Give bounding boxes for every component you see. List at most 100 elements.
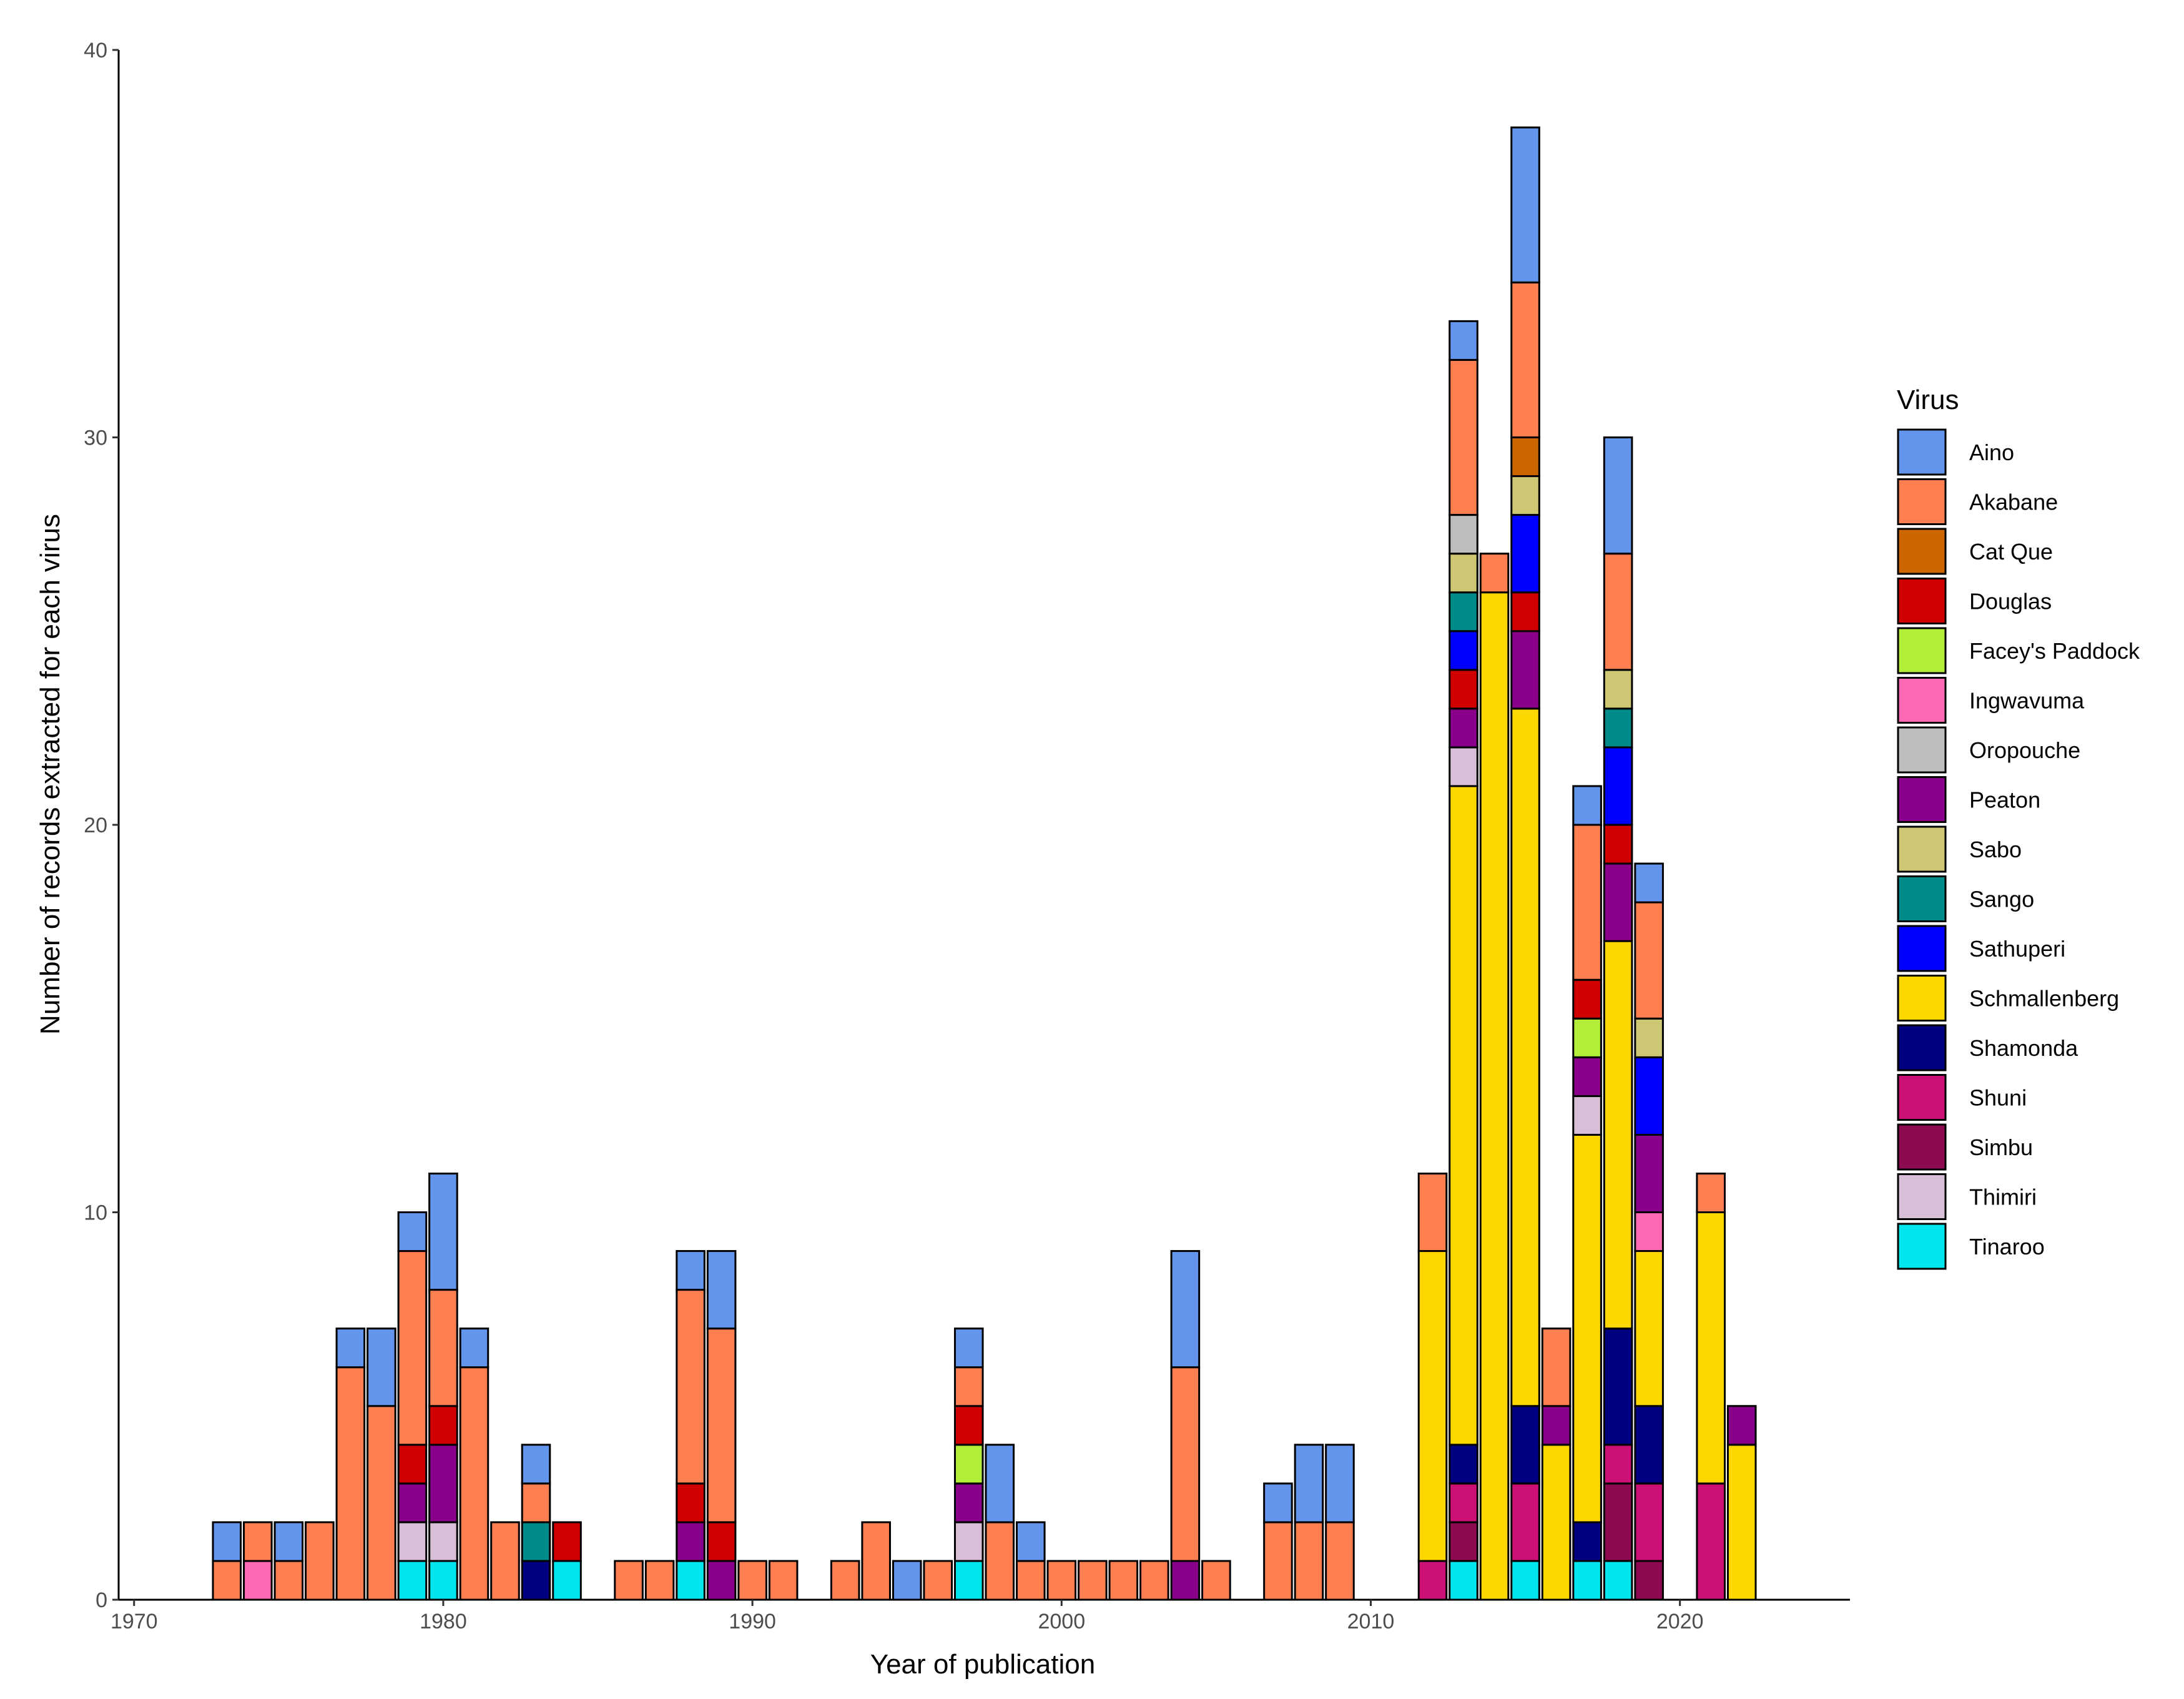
y-tick-label: 30 bbox=[84, 426, 107, 450]
bar-segment-2001-akabane bbox=[1078, 1560, 1108, 1601]
bar-segment-2013-thimiri bbox=[1449, 746, 1478, 787]
legend-swatch-aino bbox=[1897, 428, 1947, 476]
legend-label-oropouche: Oropouche bbox=[1969, 737, 2080, 763]
legend-label-ingwavuma: Ingwavuma bbox=[1969, 688, 2085, 714]
legend-swatch-shamonda bbox=[1897, 1024, 1947, 1071]
bar-segment-1998-akabane bbox=[985, 1521, 1015, 1601]
x-tick-label: 1990 bbox=[729, 1610, 776, 1633]
bar-segment-2015-peaton bbox=[1510, 630, 1540, 710]
bar-segment-1975-akabane bbox=[273, 1560, 304, 1601]
bar-segment-2013-akabane bbox=[1449, 358, 1478, 516]
bar-segment-2013-sabo bbox=[1449, 553, 1478, 594]
y-tick-label: 10 bbox=[84, 1201, 107, 1225]
bar-segment-1978-aino bbox=[366, 1327, 396, 1407]
bar-segment-2012-schmallenberg bbox=[1417, 1250, 1448, 1562]
bar-segment-1988-tinaroo bbox=[676, 1560, 706, 1601]
y-axis-title: Number of records extracted for each vir… bbox=[35, 514, 66, 1035]
legend-swatch-sabo bbox=[1897, 825, 1947, 873]
legend-label-thimiri: Thimiri bbox=[1969, 1184, 2037, 1210]
bar-segment-2013-douglas bbox=[1449, 669, 1478, 710]
bar-segment-2014-akabane bbox=[1479, 553, 1510, 594]
bar-segment-2017-shamonda bbox=[1572, 1521, 1602, 1562]
bar-segment-2019-shuni bbox=[1634, 1482, 1664, 1562]
bar-segment-2017-schmallenberg bbox=[1572, 1133, 1602, 1524]
legend-label-shuni: Shuni bbox=[1969, 1085, 2027, 1111]
bar-segment-2009-akabane bbox=[1325, 1521, 1355, 1601]
bar-segment-2017-thimiri bbox=[1572, 1095, 1602, 1136]
bar-segment-1979-akabane bbox=[397, 1250, 428, 1446]
legend-swatch-ingwavuma bbox=[1897, 677, 1947, 724]
legend-swatch-schmallenberg bbox=[1897, 975, 1947, 1022]
legend-label-akabane: Akabane bbox=[1969, 490, 2058, 515]
bar-segment-2018-simbu bbox=[1603, 1482, 1633, 1562]
bar-segment-2013-tinaroo bbox=[1449, 1560, 1478, 1601]
x-tick-label: 2010 bbox=[1347, 1610, 1395, 1633]
bar-segment-2021-akabane bbox=[1696, 1172, 1726, 1213]
bar-segment-1977-aino bbox=[335, 1327, 366, 1369]
bar-segment-2018-douglas bbox=[1603, 824, 1633, 865]
bar-segment-1980-akabane bbox=[428, 1289, 458, 1407]
bar-segment-2017-akabane bbox=[1572, 824, 1602, 981]
bar-segment-1981-aino bbox=[459, 1327, 489, 1369]
bar-segment-2014-schmallenberg bbox=[1479, 591, 1510, 1601]
bar-segment-1990-akabane bbox=[737, 1560, 767, 1601]
bar-segment-2004-peaton bbox=[1170, 1560, 1201, 1601]
legend-swatch-cat-que bbox=[1897, 528, 1947, 575]
bar-segment-1973-akabane bbox=[212, 1560, 242, 1601]
legend-swatch-tinaroo bbox=[1897, 1223, 1947, 1270]
bar-segment-2013-shuni bbox=[1449, 1482, 1478, 1524]
bar-segment-2015-douglas bbox=[1510, 591, 1540, 633]
legend-swatch-douglas bbox=[1897, 578, 1947, 624]
y-tick-label: 20 bbox=[84, 814, 107, 837]
bar-segment-1997-aino bbox=[953, 1327, 984, 1369]
bar-segment-2015-cat-que bbox=[1510, 436, 1540, 478]
legend-label-sabo: Sabo bbox=[1969, 837, 2022, 862]
bar-segment-2013-simbu bbox=[1449, 1521, 1478, 1562]
bar-segment-1993-akabane bbox=[830, 1560, 860, 1601]
legend-title: Virus bbox=[1897, 385, 1959, 415]
bar-segment-1989-aino bbox=[706, 1250, 737, 1330]
bar-segment-1996-akabane bbox=[923, 1560, 953, 1601]
bar-segment-1997-akabane bbox=[953, 1366, 984, 1407]
bar-segment-1979-tinaroo bbox=[397, 1560, 428, 1601]
bar-segment-2017-douglas bbox=[1572, 978, 1602, 1020]
bar-segment-2019-akabane bbox=[1634, 901, 1664, 1020]
bar-segment-2019-sabo bbox=[1634, 1017, 1664, 1058]
bar-segment-1979-peaton bbox=[397, 1482, 428, 1524]
legend-label-shamonda: Shamonda bbox=[1969, 1035, 2078, 1061]
legend-label-sango: Sango bbox=[1969, 887, 2034, 912]
bar-segment-1975-aino bbox=[273, 1521, 304, 1562]
bar-segment-2015-tinaroo bbox=[1510, 1560, 1540, 1601]
x-tick-label: 1980 bbox=[420, 1610, 467, 1633]
bar-segment-2018-shamonda bbox=[1603, 1327, 1633, 1446]
bar-segment-2016-akabane bbox=[1541, 1327, 1572, 1407]
bar-segment-2015-akabane bbox=[1510, 281, 1540, 438]
bar-segment-2007-akabane bbox=[1263, 1521, 1293, 1601]
bar-segment-1978-akabane bbox=[366, 1405, 396, 1601]
bar-segment-1999-akabane bbox=[1015, 1560, 1046, 1601]
bar-segment-2018-tinaroo bbox=[1603, 1560, 1633, 1601]
legend-swatch-thimiri bbox=[1897, 1173, 1947, 1220]
legend-label-schmallenberg: Schmallenberg bbox=[1969, 986, 2119, 1012]
legend-swatch-facey-s-paddock bbox=[1897, 627, 1947, 674]
legend-swatch-simbu bbox=[1897, 1123, 1947, 1171]
legend-label-sathuperi: Sathuperi bbox=[1969, 936, 2065, 962]
bar-segment-2003-akabane bbox=[1139, 1560, 1169, 1601]
bar-segment-2019-simbu bbox=[1634, 1560, 1664, 1601]
bar-segment-2008-akabane bbox=[1294, 1521, 1324, 1601]
bar-segment-1981-akabane bbox=[459, 1366, 489, 1601]
bar-segment-1974-akabane bbox=[243, 1521, 273, 1562]
bar-segment-2015-sathuperi bbox=[1510, 514, 1540, 594]
bar-segment-2013-peaton bbox=[1449, 707, 1478, 749]
legend-label-cat-que: Cat Que bbox=[1969, 539, 2053, 564]
bar-segment-2015-shuni bbox=[1510, 1482, 1540, 1562]
bar-segment-1989-peaton bbox=[706, 1560, 737, 1601]
x-tick-label: 1970 bbox=[111, 1610, 158, 1633]
bar-segment-2002-akabane bbox=[1108, 1560, 1139, 1601]
bar-segment-2012-shuni bbox=[1417, 1560, 1448, 1601]
bar-segment-2013-aino bbox=[1449, 320, 1478, 361]
bar-segment-1983-shamonda bbox=[521, 1560, 551, 1601]
bar-segment-2019-aino bbox=[1634, 862, 1664, 904]
bar-segment-2015-schmallenberg bbox=[1510, 707, 1540, 1407]
